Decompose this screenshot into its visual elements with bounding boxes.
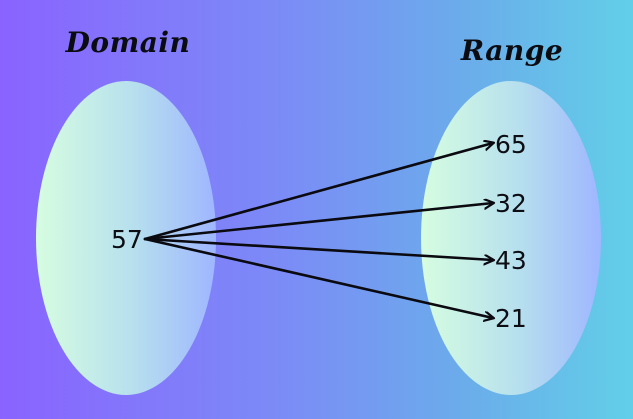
range-value-1: 65 bbox=[495, 130, 527, 159]
domain-title: Domain bbox=[65, 26, 191, 59]
range-value-3: 43 bbox=[495, 246, 527, 275]
mapping-arrow-1 bbox=[143, 143, 493, 241]
domain-oval bbox=[36, 81, 216, 395]
range-oval bbox=[421, 81, 601, 395]
mapping-arrow-4 bbox=[143, 237, 493, 318]
mapping-arrow-3 bbox=[143, 237, 493, 260]
range-value-4: 21 bbox=[495, 304, 527, 333]
domain-value-1: 57 bbox=[111, 225, 143, 254]
range-title: Range bbox=[460, 34, 563, 67]
range-value-2: 32 bbox=[495, 189, 527, 218]
mapping-arrow-2 bbox=[143, 203, 493, 241]
